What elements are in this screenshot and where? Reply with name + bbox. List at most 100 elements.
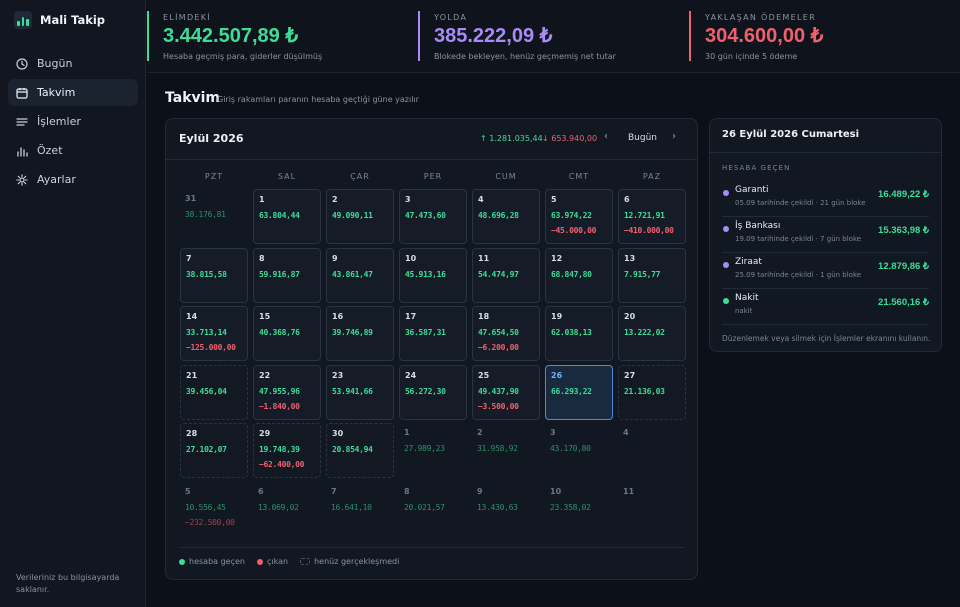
sidebar-item-ozet[interactable]: Özet (8, 137, 138, 164)
detail-entry: Garanti 05.09 tarihinde çekildi · 21 gün … (722, 181, 929, 217)
sidebar-item-islemler[interactable]: İşlemler (8, 108, 138, 135)
list-icon (16, 117, 28, 126)
calendar-day[interactable]: 16 39.746,89 (326, 306, 394, 361)
calendar-day[interactable]: 3 43.170,80 (545, 423, 613, 478)
calendar-day[interactable]: 29 19.748,39 −62.400,00 (253, 423, 321, 478)
calendar-day[interactable]: 22 47.955,96 −1.840,00 (253, 364, 321, 420)
stat-value: 304.600,00 ₺ (705, 25, 824, 47)
stat-value: 385.222,09 ₺ (434, 25, 553, 47)
prev-month-button[interactable]: ‹ (604, 131, 608, 142)
calendar-day[interactable]: 9 43.861,47 (326, 247, 394, 303)
day-number: 30 (332, 429, 344, 438)
calendar-day[interactable]: 20 13.222,02 (618, 306, 686, 361)
calendar-day[interactable]: 23 53.941,66 (326, 364, 394, 420)
calendar-day[interactable]: 8 59.916,87 (253, 247, 321, 303)
day-income: 62.038,13 (551, 328, 592, 337)
calendar-day[interactable]: 1 27.989,23 (399, 423, 467, 478)
day-number: 2 (332, 195, 338, 204)
calendar-day[interactable]: 13 7.915,77 (618, 247, 686, 303)
green-dot-icon (179, 558, 185, 565)
calendar-day[interactable]: 11 54.474,97 (472, 247, 540, 303)
day-income: 43.170,80 (550, 444, 591, 453)
calendar-day[interactable]: 6 13.069,02 (253, 482, 321, 537)
calendar-day[interactable]: 28 27.102,07 (180, 423, 248, 478)
legend-label: çıkan (266, 557, 289, 566)
calendar-day[interactable]: 4 (618, 423, 686, 478)
day-income: 49.437,90 (478, 386, 519, 396)
calendar-day[interactable]: 27 21.136,03 (618, 364, 686, 420)
day-number: 22 (259, 370, 271, 380)
calendar-day[interactable]: 3 47.473,60 (399, 189, 467, 244)
day-income: 36.587,31 (405, 328, 446, 337)
calendar-day[interactable]: 12 68.847,80 (545, 247, 613, 303)
day-number: 28 (186, 429, 198, 438)
day-income: 53.941,66 (332, 386, 373, 396)
detail-entry: Ziraat 25.09 tarihinde çekildi · 1 gün bl… (722, 253, 929, 289)
today-button[interactable]: Bugün (628, 133, 657, 143)
bullet-dot-icon (723, 262, 729, 268)
entry-bank: Nakit (735, 293, 759, 303)
calendar-day[interactable]: 8 20.021,57 (399, 482, 467, 537)
entry-amount: 15.363,98 ₺ (878, 225, 929, 236)
calendar-day[interactable]: 4 48.696,28 (472, 189, 540, 244)
calendar-day[interactable]: 7 38.815,58 (180, 247, 248, 303)
sidebar-item-label: Bugün (37, 57, 73, 70)
calendar-day[interactable]: 14 33.713,14 −125.000,00 (180, 306, 248, 361)
calendar-day[interactable]: 5 10.556,45 −232.500,00 (180, 482, 248, 537)
weekday-label: PZT (204, 172, 224, 181)
weekday-label: PAZ (642, 172, 662, 181)
stat-label: ELİMDEKİ (163, 13, 211, 22)
calendar-day[interactable]: 30 20.854,94 (326, 423, 394, 478)
calendar-day[interactable]: 24 56.272,30 (399, 364, 467, 420)
calendar-day[interactable]: 18 47.654,50 −6.200,00 (472, 306, 540, 361)
entry-amount: 12.879,86 ₺ (878, 261, 929, 272)
calendar-day[interactable]: 11 (618, 482, 686, 537)
day-number: 4 (478, 195, 484, 204)
day-income: 40.368,76 (259, 328, 300, 337)
calendar-day[interactable]: 10 45.913,16 (399, 247, 467, 303)
day-number: 14 (186, 312, 198, 321)
calendar-day[interactable]: 1 63.804,44 (253, 189, 321, 244)
stats-bar: ELİMDEKİ 3.442.507,89 ₺ Hesaba geçmiş pa… (147, 0, 960, 73)
day-income: 27.989,23 (404, 444, 445, 453)
calendar-day[interactable]: 17 36.587,31 (399, 306, 467, 361)
calendar-day[interactable]: 9 13.430,63 (472, 482, 540, 537)
sidebar-item-ayarlar[interactable]: Ayarlar (8, 166, 138, 193)
calendar-day[interactable]: 21 39.456,04 (180, 364, 248, 420)
calendar-day[interactable]: 25 49.437,90 −3.500,00 (472, 364, 540, 420)
sidebar-item-label: Takvim (37, 86, 76, 99)
detail-entry: Nakit nakit 21.560,16 ₺ (722, 289, 929, 325)
day-number: 12 (551, 253, 563, 263)
day-number: 15 (259, 312, 271, 321)
calendar-day[interactable]: 15 40.368,76 (253, 306, 321, 361)
day-income: 63.974,22 (551, 211, 592, 220)
weekday-label: ÇAR (350, 172, 370, 181)
calendar-day[interactable]: 10 23.358,02 (545, 482, 613, 537)
day-number: 9 (332, 253, 338, 263)
stat-label: YAKLAŞAN ÖDEMELER (705, 13, 816, 22)
next-month-button[interactable]: › (672, 131, 676, 142)
calendar-day[interactable]: 5 63.974,22 −45.000,00 (545, 189, 613, 244)
calendar-day[interactable]: 26 66.293,22 (545, 364, 613, 420)
day-expense: −232.500,00 (185, 517, 235, 527)
calendar-day[interactable]: 19 62.038,13 (545, 306, 613, 361)
day-number: 9 (477, 486, 483, 496)
weekday-label: PER (423, 172, 443, 181)
calendar-legend: hesaba geçen çıkan henüz gerçekleşmedi (179, 557, 411, 566)
legend-label: henüz gerçekleşmedi (314, 557, 400, 566)
sidebar-item-takvim[interactable]: Takvim (8, 79, 138, 106)
calendar-day[interactable]: 2 31.958,92 (472, 423, 540, 478)
legend-item-out: çıkan (256, 557, 289, 566)
day-income: 43.861,47 (332, 269, 373, 279)
day-expense: −45.000,00 (551, 226, 597, 235)
sidebar-item-label: Ayarlar (37, 173, 76, 186)
detail-entry: İş Bankası 19.09 tarihinde çekildi · 7 gü… (722, 217, 929, 253)
calendar-day[interactable]: 6 12.721,91 −410.000,00 (618, 189, 686, 244)
sidebar-item-bugun[interactable]: Bugün (8, 50, 138, 77)
calendar-day[interactable]: 7 16.641,10 (326, 482, 394, 537)
day-income: 38.815,58 (186, 269, 227, 279)
calendar-day[interactable]: 31 38.176,81 (180, 189, 248, 244)
calendar-day[interactable]: 2 49.090,11 (326, 189, 394, 244)
day-number: 16 (332, 312, 344, 321)
day-number: 31 (185, 194, 197, 203)
